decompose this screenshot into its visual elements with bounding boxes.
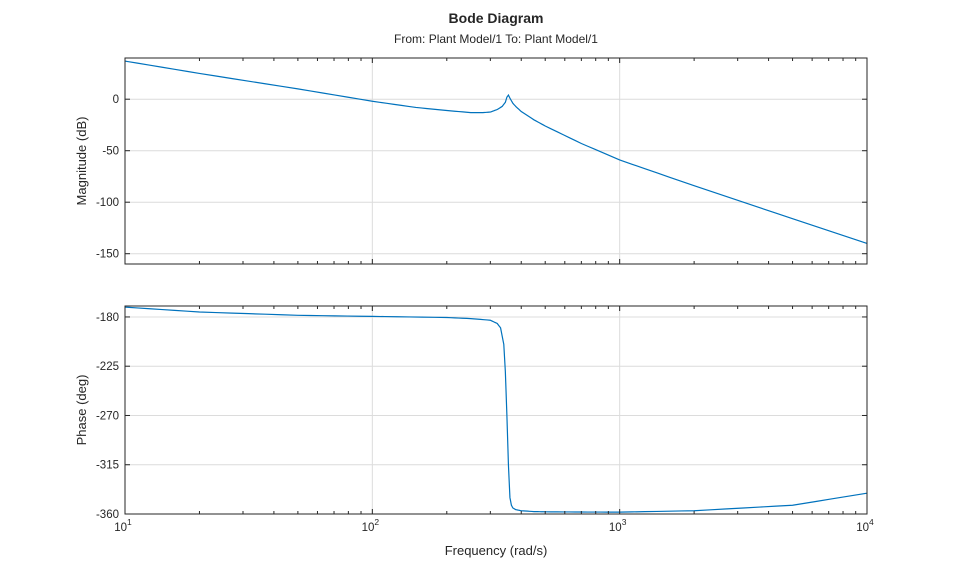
magnitude-panel: 0 -50 -100 -150 Magnitude (dB)	[74, 57, 868, 265]
phase-grid	[124, 306, 868, 515]
x-tick-exponent: 3	[622, 517, 627, 527]
phase-y-tick-label: -225	[96, 361, 119, 373]
phase-y-tick-label: -360	[96, 509, 119, 521]
phase-y-tick-label: -180	[96, 312, 119, 324]
x-tick-exponent: 4	[869, 517, 874, 527]
x-tick-exponent: 2	[374, 517, 379, 527]
x-tick-label: 104	[856, 517, 874, 534]
magnitude-y-tick-label: 0	[113, 94, 119, 106]
magnitude-axes-frame	[124, 57, 868, 265]
x-tick-label: 103	[609, 517, 627, 534]
phase-series-line	[124, 306, 868, 513]
magnitude-tick-marks	[124, 58, 868, 264]
magnitude-y-tick-labels: 0 -50 -100 -150	[96, 94, 119, 261]
magnitude-y-tick-label: -150	[96, 249, 119, 261]
phase-y-axis-label: Phase (deg)	[74, 375, 89, 446]
x-axis-label: Frequency (rad/s)	[445, 543, 548, 558]
phase-axes-frame	[124, 305, 868, 515]
x-tick-labels: 101 102 103 104	[114, 517, 874, 534]
magnitude-grid	[124, 58, 868, 264]
chart-subtitle: From: Plant Model/1 To: Plant Model/1	[394, 32, 598, 46]
x-tick-exponent: 1	[127, 517, 132, 527]
phase-y-tick-label: -270	[96, 410, 119, 422]
chart-title: Bode Diagram	[449, 10, 544, 26]
magnitude-y-axis-label: Magnitude (dB)	[74, 117, 89, 206]
phase-y-tick-labels: -180 -225 -270 -315 -360	[96, 312, 119, 521]
phase-panel: -180 -225 -270 -315 -360 Phase (deg)	[74, 305, 868, 521]
x-tick-label: 102	[362, 517, 380, 534]
phase-y-tick-label: -315	[96, 460, 119, 472]
magnitude-y-tick-label: -100	[96, 197, 119, 209]
magnitude-series-line	[124, 60, 868, 244]
magnitude-y-tick-label: -50	[102, 146, 119, 158]
phase-tick-marks	[124, 306, 868, 515]
